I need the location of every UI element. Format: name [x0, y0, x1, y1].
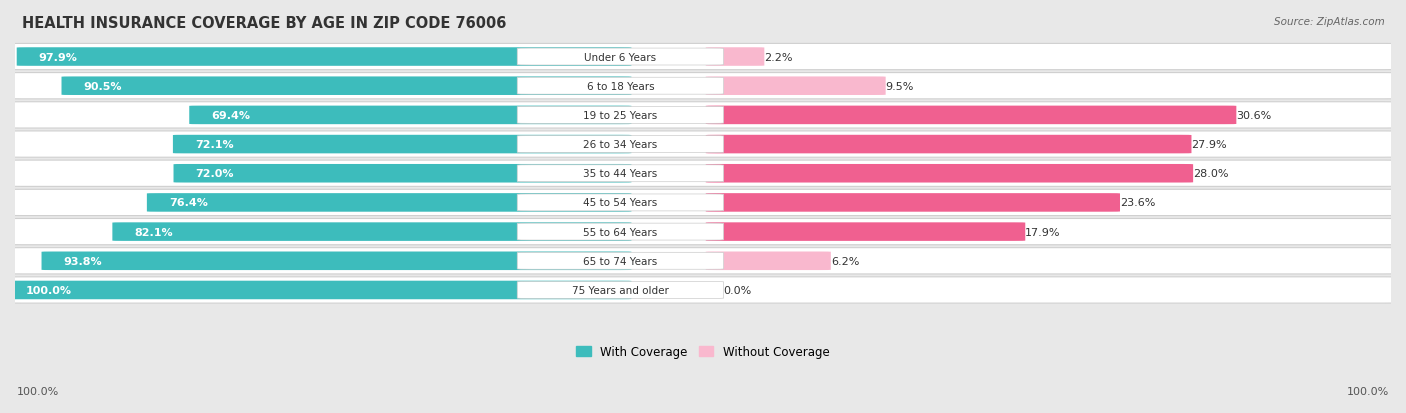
- FancyBboxPatch shape: [173, 164, 631, 183]
- FancyBboxPatch shape: [517, 49, 724, 66]
- FancyBboxPatch shape: [706, 223, 1025, 241]
- FancyBboxPatch shape: [706, 252, 831, 271]
- Text: 75 Years and older: 75 Years and older: [572, 285, 669, 295]
- Text: 27.9%: 27.9%: [1191, 140, 1227, 150]
- FancyBboxPatch shape: [517, 253, 724, 270]
- FancyBboxPatch shape: [4, 281, 631, 299]
- Text: 26 to 34 Years: 26 to 34 Years: [583, 140, 658, 150]
- FancyBboxPatch shape: [8, 190, 1398, 216]
- Text: 93.8%: 93.8%: [63, 256, 103, 266]
- Text: 9.5%: 9.5%: [886, 81, 914, 92]
- FancyBboxPatch shape: [517, 282, 724, 299]
- Text: 90.5%: 90.5%: [83, 81, 122, 92]
- Text: 76.4%: 76.4%: [169, 198, 208, 208]
- FancyBboxPatch shape: [517, 165, 724, 182]
- Text: Under 6 Years: Under 6 Years: [585, 52, 657, 62]
- FancyBboxPatch shape: [8, 44, 1398, 71]
- FancyBboxPatch shape: [517, 223, 724, 240]
- Text: 100.0%: 100.0%: [1347, 387, 1389, 396]
- FancyBboxPatch shape: [62, 77, 631, 96]
- Text: 100.0%: 100.0%: [25, 285, 72, 295]
- Text: 2.2%: 2.2%: [765, 52, 793, 62]
- Text: 72.1%: 72.1%: [195, 140, 233, 150]
- Text: 17.9%: 17.9%: [1025, 227, 1060, 237]
- Text: Source: ZipAtlas.com: Source: ZipAtlas.com: [1274, 17, 1385, 26]
- Text: 19 to 25 Years: 19 to 25 Years: [583, 111, 658, 121]
- FancyBboxPatch shape: [8, 102, 1398, 129]
- FancyBboxPatch shape: [173, 135, 631, 154]
- FancyBboxPatch shape: [517, 107, 724, 124]
- FancyBboxPatch shape: [706, 107, 1236, 125]
- Text: 0.0%: 0.0%: [724, 285, 752, 295]
- Text: 45 to 54 Years: 45 to 54 Years: [583, 198, 658, 208]
- FancyBboxPatch shape: [190, 107, 631, 125]
- FancyBboxPatch shape: [517, 78, 724, 95]
- FancyBboxPatch shape: [8, 74, 1398, 100]
- Text: 82.1%: 82.1%: [135, 227, 173, 237]
- Text: 6.2%: 6.2%: [831, 256, 859, 266]
- Text: 35 to 44 Years: 35 to 44 Years: [583, 169, 658, 179]
- Text: 65 to 74 Years: 65 to 74 Years: [583, 256, 658, 266]
- Text: 28.0%: 28.0%: [1194, 169, 1229, 179]
- Legend: With Coverage, Without Coverage: With Coverage, Without Coverage: [572, 340, 834, 363]
- Text: 6 to 18 Years: 6 to 18 Years: [586, 81, 654, 92]
- FancyBboxPatch shape: [706, 77, 886, 96]
- FancyBboxPatch shape: [706, 135, 1191, 154]
- Text: 69.4%: 69.4%: [211, 111, 250, 121]
- FancyBboxPatch shape: [8, 277, 1398, 304]
- Text: 72.0%: 72.0%: [195, 169, 233, 179]
- Text: 97.9%: 97.9%: [39, 52, 77, 62]
- FancyBboxPatch shape: [42, 252, 631, 271]
- Text: 30.6%: 30.6%: [1236, 111, 1271, 121]
- FancyBboxPatch shape: [17, 48, 631, 66]
- FancyBboxPatch shape: [8, 161, 1398, 187]
- FancyBboxPatch shape: [706, 194, 1121, 212]
- FancyBboxPatch shape: [517, 195, 724, 211]
- FancyBboxPatch shape: [8, 132, 1398, 158]
- Text: 23.6%: 23.6%: [1121, 198, 1156, 208]
- FancyBboxPatch shape: [517, 136, 724, 153]
- Text: 100.0%: 100.0%: [17, 387, 59, 396]
- FancyBboxPatch shape: [706, 164, 1194, 183]
- FancyBboxPatch shape: [706, 48, 765, 66]
- FancyBboxPatch shape: [8, 219, 1398, 245]
- Text: 55 to 64 Years: 55 to 64 Years: [583, 227, 658, 237]
- FancyBboxPatch shape: [146, 194, 631, 212]
- Text: HEALTH INSURANCE COVERAGE BY AGE IN ZIP CODE 76006: HEALTH INSURANCE COVERAGE BY AGE IN ZIP …: [22, 16, 506, 31]
- FancyBboxPatch shape: [8, 248, 1398, 274]
- FancyBboxPatch shape: [112, 223, 631, 241]
